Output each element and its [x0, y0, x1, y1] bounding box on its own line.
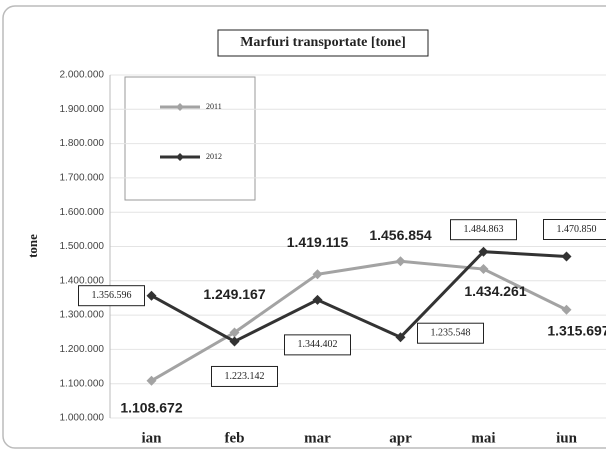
- data-label: 1.108.672: [120, 399, 182, 415]
- x-tick-label: feb: [225, 430, 245, 446]
- y-axis-label: tone: [25, 234, 40, 258]
- y-tick-label: 1.700.000: [60, 173, 105, 184]
- y-tick-label: 1.500.000: [60, 241, 105, 252]
- data-label-box: [543, 218, 606, 240]
- point: [312, 269, 323, 280]
- y-tick-label: 2.000.000: [60, 70, 105, 81]
- point: [312, 294, 323, 305]
- data-label: 1.235.548: [431, 328, 471, 339]
- x-tick-label: iun: [556, 430, 578, 446]
- data-label-box: [450, 219, 517, 241]
- legend-box: [124, 76, 256, 201]
- legend-marker: [176, 153, 184, 161]
- point: [146, 375, 157, 386]
- data-label: 1.223.142: [225, 371, 265, 382]
- data-label: 1.315.697: [547, 322, 606, 338]
- data-label: 1.484.863: [464, 224, 504, 235]
- y-tick-label: 1.100.000: [60, 378, 105, 389]
- legend-marker: [176, 103, 184, 111]
- data-label: 1.456.854: [369, 227, 431, 243]
- point: [229, 336, 240, 347]
- data-label: 1.419.115: [287, 234, 349, 250]
- point: [478, 264, 489, 275]
- series-line: [150, 259, 568, 383]
- point: [561, 251, 572, 262]
- y-tick-label: 1.900.000: [60, 104, 105, 115]
- series-line: [150, 250, 567, 344]
- point: [146, 290, 157, 301]
- x-tick-label: apr: [389, 430, 412, 446]
- data-label: 1.356.596: [92, 290, 132, 301]
- point: [229, 327, 240, 338]
- y-tick-label: 1.300.000: [60, 310, 105, 321]
- title-box: [217, 29, 429, 57]
- data-label: 1.249.167: [203, 286, 265, 302]
- data-label-box: [211, 365, 278, 387]
- data-label: 1.344.402: [298, 339, 338, 350]
- point: [395, 256, 406, 267]
- legend-label: 2011: [206, 102, 222, 111]
- data-label-box: [284, 334, 351, 356]
- x-tick-label: ian: [141, 430, 162, 446]
- x-tick-label: mar: [304, 430, 331, 446]
- point: [395, 332, 406, 343]
- point: [561, 304, 572, 315]
- data-label: 1.434.261: [464, 283, 526, 299]
- y-tick-label: 1.200.000: [60, 344, 105, 355]
- y-tick-label: 1.800.000: [60, 138, 105, 149]
- chart-title: Marfuri transportate [tone]: [240, 35, 406, 50]
- data-label-box: [78, 285, 145, 307]
- x-tick-label: mai: [471, 430, 495, 446]
- y-tick-label: 1.000.000: [60, 413, 105, 424]
- y-tick-label: 1.600.000: [60, 207, 105, 218]
- data-label-box: [417, 322, 484, 344]
- legend-label: 2012: [206, 152, 222, 161]
- data-label: 1.470.850: [557, 224, 597, 235]
- y-tick-label: 1.400.000: [60, 275, 105, 286]
- point: [478, 246, 489, 257]
